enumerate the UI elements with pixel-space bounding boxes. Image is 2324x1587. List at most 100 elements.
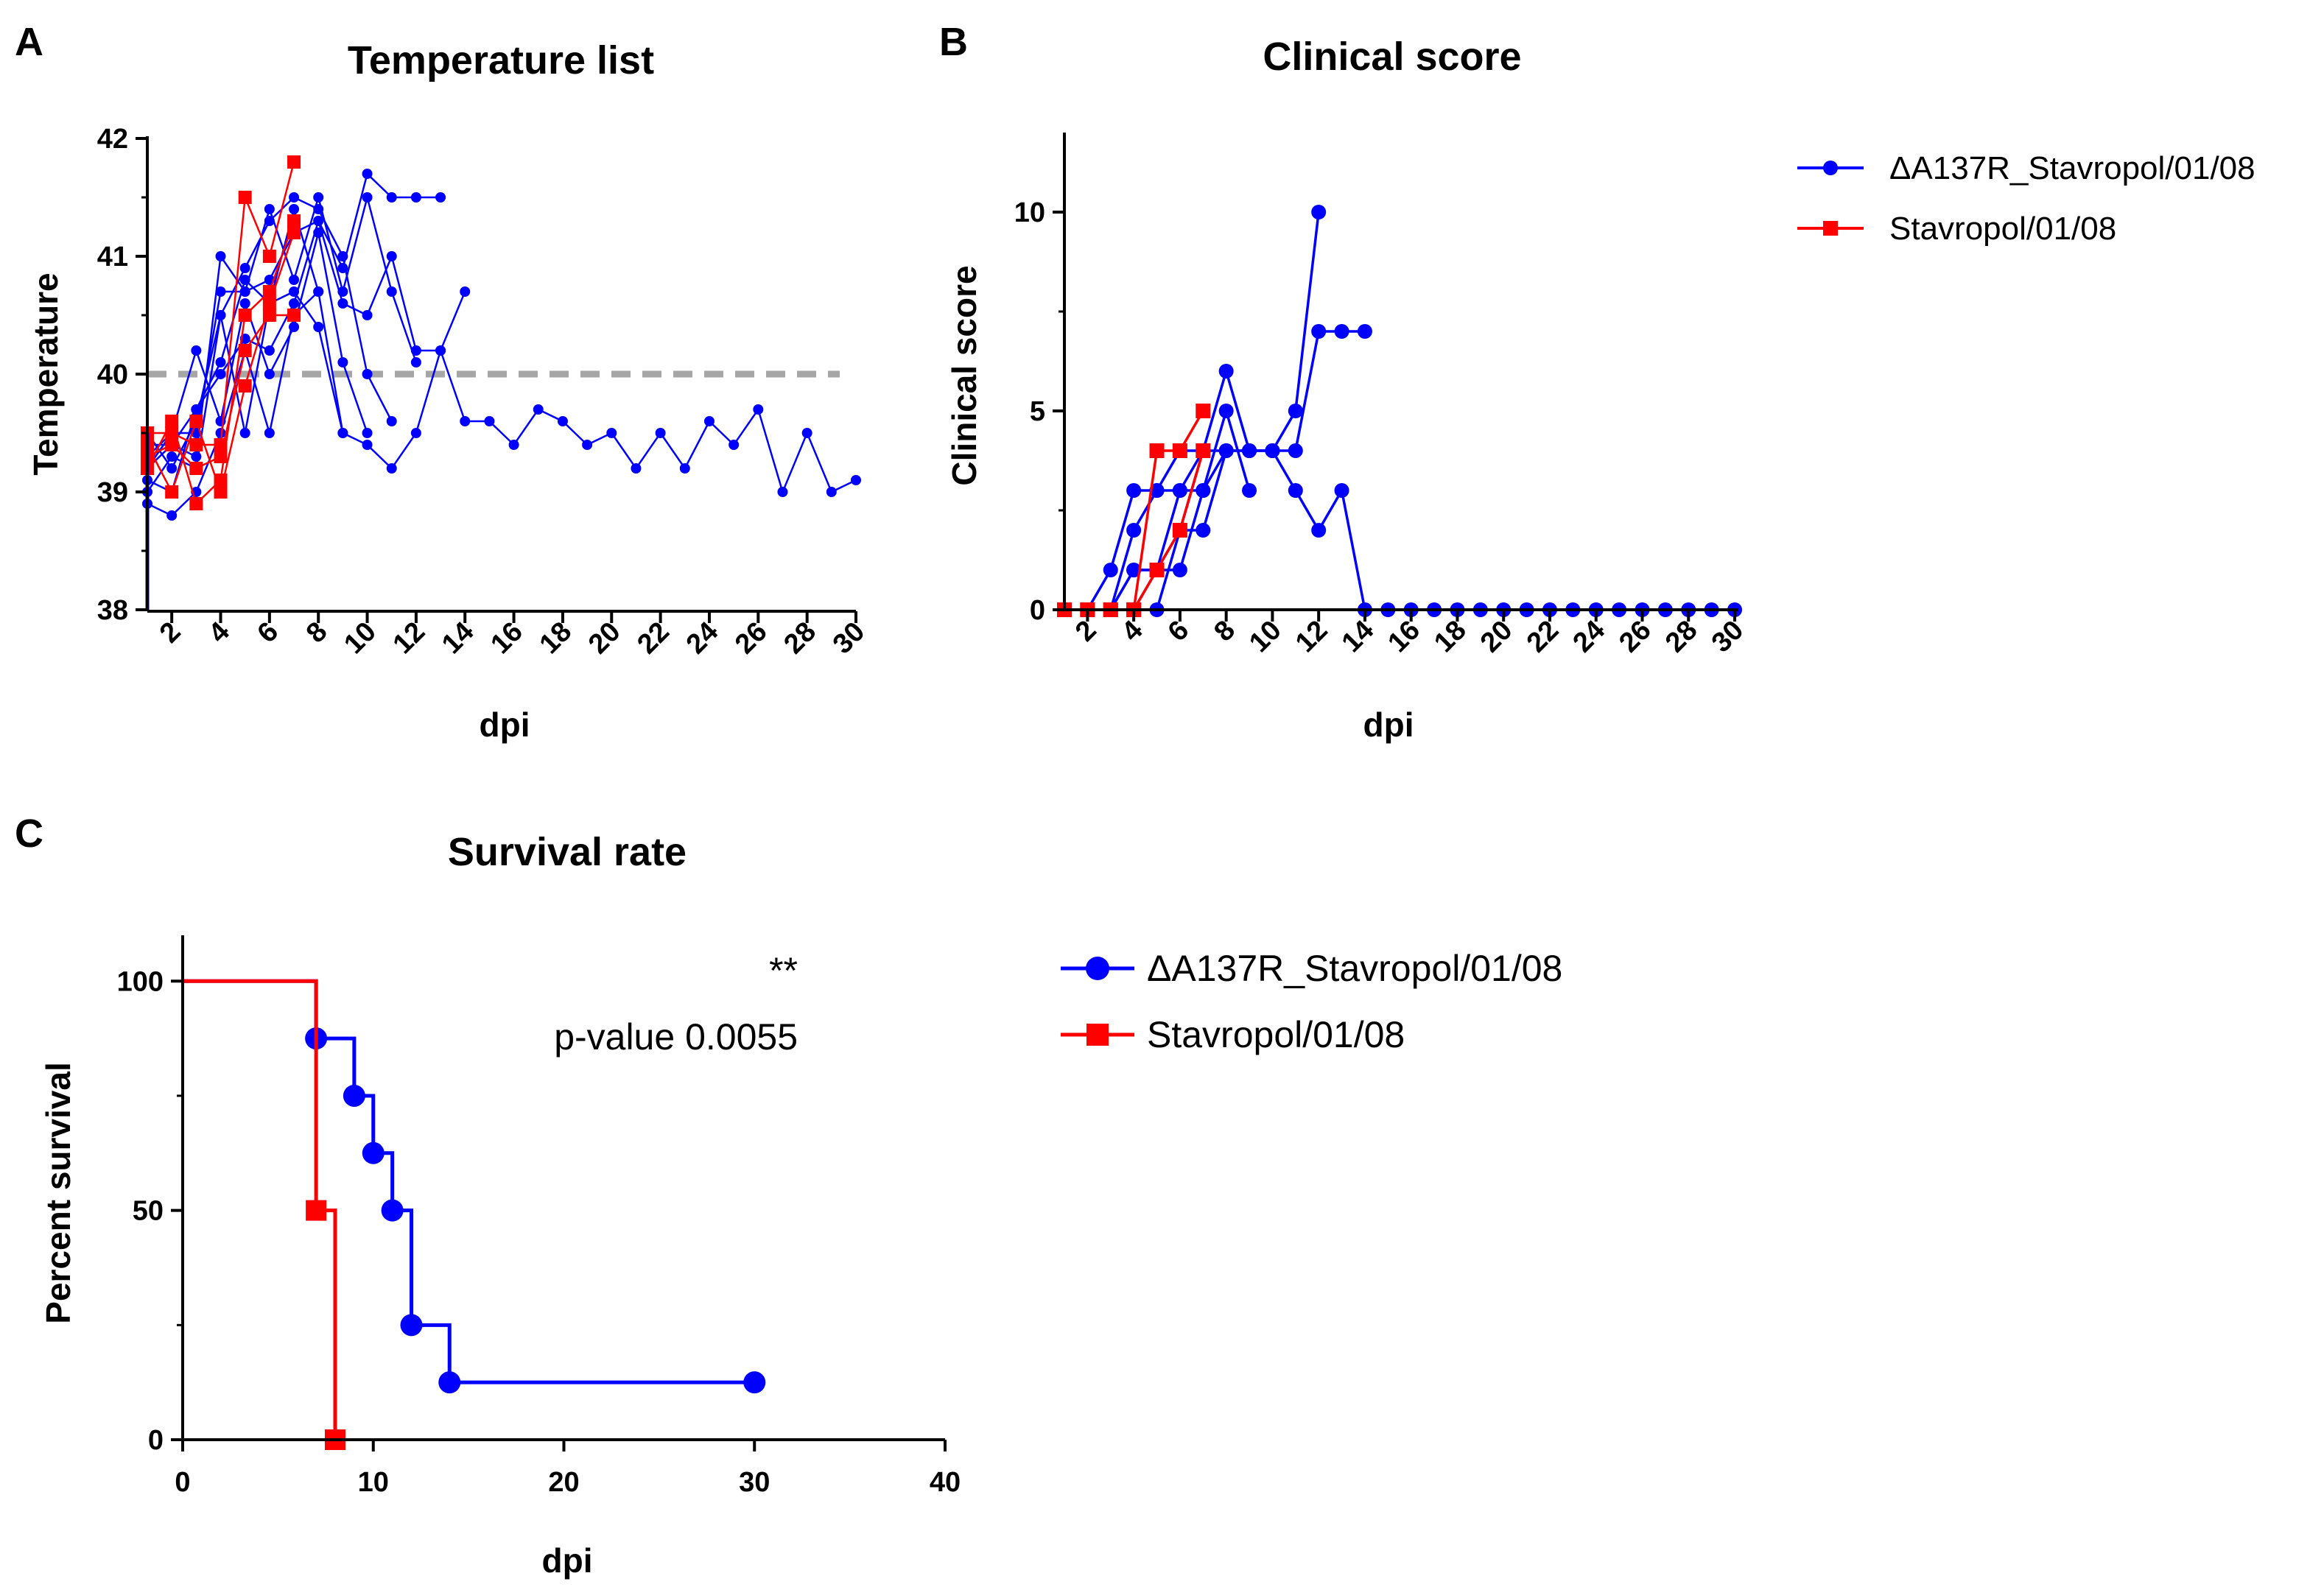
panel-b-point — [1126, 523, 1142, 538]
panel-a-point — [262, 297, 276, 310]
panel-c-point — [438, 1371, 461, 1394]
panel-b-series-line — [1064, 410, 1204, 611]
panel-a-point — [287, 214, 301, 228]
legend-b-blue-label: ΔA137R_Stavropol/01/08 — [1889, 150, 2255, 186]
panel-a-point — [165, 438, 179, 451]
panel-a-point — [238, 344, 252, 357]
panel-a-x-tick-label: 18 — [534, 616, 578, 661]
panel-c-y-tick-label: 50 — [133, 1196, 164, 1227]
panel-a-x-tick-label: 28 — [778, 616, 822, 661]
panel-b-x-tick-label: 12 — [1290, 615, 1334, 659]
panel-a-series-line — [146, 194, 418, 469]
panel-a-point — [239, 275, 250, 285]
panel-a-point — [410, 345, 421, 356]
panel-a-point — [655, 428, 666, 438]
panel-b-point — [1265, 443, 1280, 458]
panel-a-point — [287, 155, 301, 169]
panel-a-point — [189, 462, 203, 475]
panel-a-x-tick-label: 24 — [681, 616, 725, 661]
panel-a-point — [289, 192, 300, 203]
panel-a-point — [215, 428, 226, 438]
panel-b-legend: ΔA137R_Stavropol/01/08 Stavropol/01/08 — [1797, 150, 2255, 247]
panel-b-title: Clinical score — [1263, 35, 1521, 79]
panel-a-point — [679, 463, 690, 474]
panel-a-point — [289, 204, 300, 214]
panel-a-x-tick-label: 30 — [827, 616, 871, 661]
legend-c-red-marker — [1086, 1024, 1109, 1046]
panel-a-point — [362, 369, 373, 379]
panel-b-point — [1218, 443, 1234, 458]
panel-c-legend: ΔA137R_Stavropol/01/08 Stavropol/01/08 — [1061, 948, 1562, 1055]
panel-a-point — [239, 298, 250, 309]
panel-c-letter: C — [15, 812, 43, 856]
panel-a-point — [386, 463, 397, 474]
panel-a-point — [386, 251, 397, 261]
panel-a-point — [215, 416, 226, 426]
panel-b-x-tick-label: 10 — [1243, 615, 1288, 659]
panel-a-y-tick-label: 41 — [97, 242, 128, 272]
panel-b-y-label: Clinical score — [945, 265, 983, 485]
panel-a-point — [337, 263, 348, 273]
panel-a-point — [239, 428, 250, 438]
panel-a-point — [289, 298, 300, 309]
panel-a-point — [239, 263, 250, 273]
panel-c-p-value: p-value 0.0055 — [554, 1016, 798, 1058]
panel-c-point — [400, 1314, 423, 1337]
panel-a-point — [215, 310, 226, 320]
panel-a-point — [238, 309, 252, 322]
panel-a-point — [777, 487, 788, 497]
panel-c-title: Survival rate — [448, 830, 687, 874]
panel-a-y-tick-label: 39 — [97, 477, 128, 508]
panel-a-point — [460, 286, 471, 297]
panel-c-point — [362, 1141, 385, 1164]
panel-a-point — [362, 169, 373, 179]
panel-a-point — [189, 438, 203, 451]
panel-b-x-tick-label: 30 — [1706, 615, 1750, 659]
panel-a-point — [606, 428, 617, 438]
panel-c-y-label: Percent survival — [39, 1062, 77, 1323]
panel-a-point — [214, 450, 228, 463]
panel-a-point — [337, 428, 348, 438]
panel-a-point — [289, 275, 300, 285]
panel-a-x-tick-label: 22 — [631, 616, 675, 661]
panel-a-point — [215, 286, 226, 297]
panel-a-point — [826, 487, 837, 497]
panel-a-point — [386, 416, 397, 426]
panel-a-temperature: A Temperature list Temperature dpi 38 39 4… — [15, 20, 871, 744]
panel-b-x-tick-label: 22 — [1521, 615, 1565, 659]
panel-c-x-tick-label: 20 — [548, 1467, 579, 1498]
panel-a-point — [435, 345, 446, 356]
panel-b-clinical-score: B Clinical score Clinical score dpi 0 5 10… — [939, 20, 2255, 744]
panel-a-point — [337, 298, 348, 309]
panel-c-point — [306, 1200, 327, 1221]
panel-a-title: Temperature list — [348, 38, 654, 82]
panel-a-point — [214, 485, 228, 499]
panel-b-point — [1242, 483, 1257, 498]
panel-c-y-tick-label: 100 — [117, 966, 164, 997]
panel-b-point — [1334, 324, 1349, 339]
panel-a-point — [410, 357, 421, 367]
panel-c-x-tick-label: 10 — [358, 1467, 389, 1498]
panel-a-point — [386, 286, 397, 297]
panel-b-point — [1196, 483, 1211, 498]
panel-b-point — [1334, 483, 1349, 498]
panel-b-point — [1288, 483, 1303, 498]
panel-b-point — [1288, 443, 1303, 458]
panel-a-point — [851, 475, 861, 485]
panel-a-point — [801, 428, 812, 438]
panel-b-point — [1126, 483, 1142, 498]
panel-a-point — [264, 204, 275, 214]
panel-a-point — [215, 369, 226, 379]
panel-a-letter: A — [15, 20, 43, 64]
panel-b-point — [1311, 523, 1327, 538]
panel-a-x-tick-label: 12 — [387, 616, 432, 661]
panel-a-x-label: dpi — [480, 705, 530, 744]
panel-b-x-tick-label: 20 — [1475, 615, 1519, 659]
panel-a-point — [313, 192, 324, 203]
panel-a-y-tick-label: 38 — [97, 595, 128, 626]
panel-b-y-tick-label: 0 — [1030, 595, 1045, 626]
panel-b-point — [1311, 324, 1327, 339]
panel-c-significance-stars: ** — [769, 950, 798, 991]
